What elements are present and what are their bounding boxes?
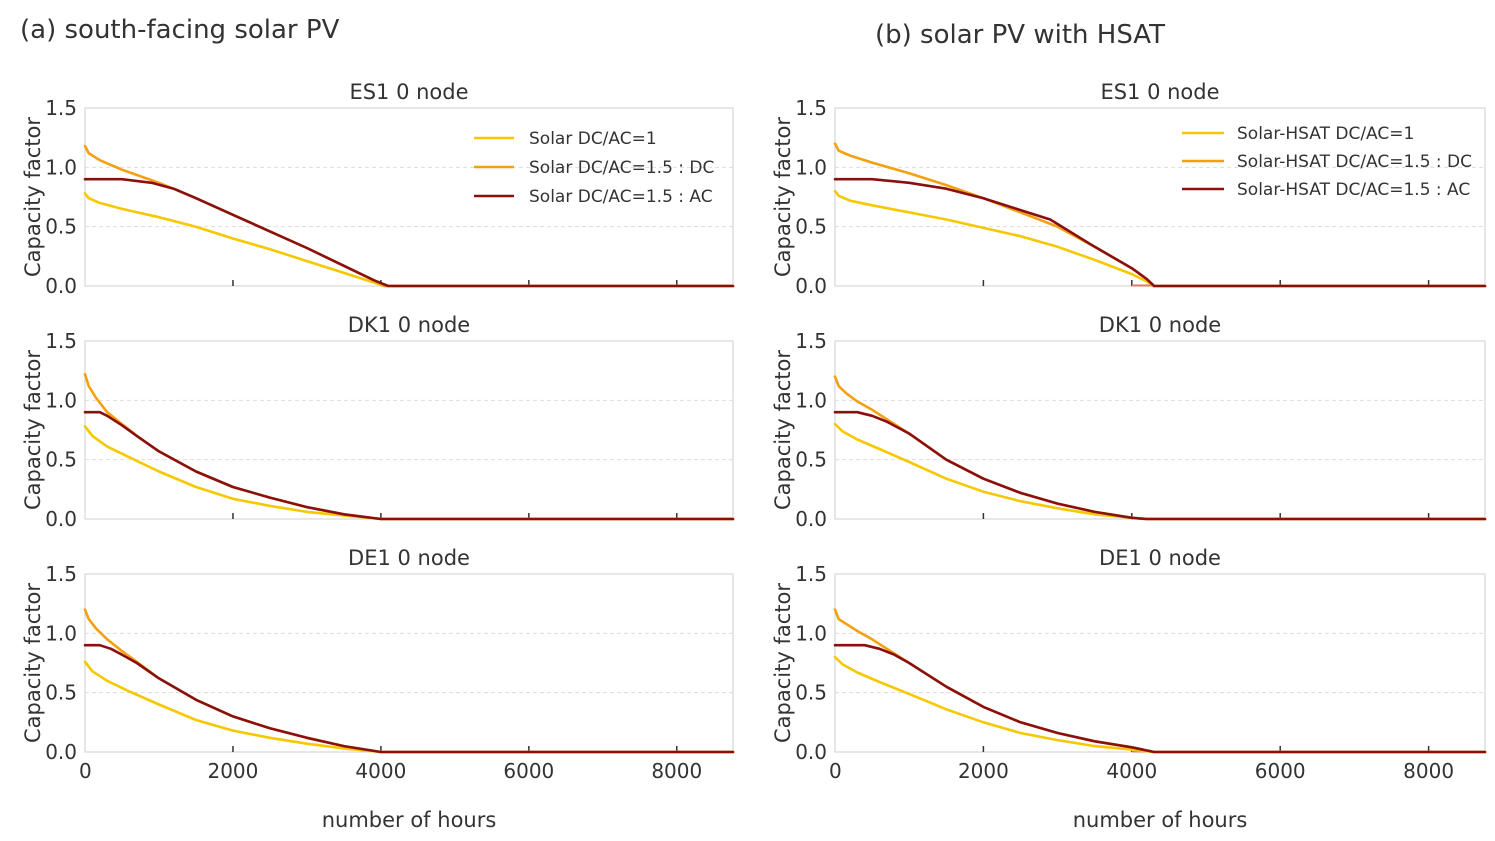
panel-a-legend-label: Solar DC/AC=1.5 : AC bbox=[529, 187, 713, 207]
panel-a-subplot-3-series-line-2 bbox=[83, 608, 735, 754]
panel-a-subplot-2-ytick-label: 1.0 bbox=[45, 388, 77, 412]
panel-a-subplot-2-series-line-2 bbox=[83, 372, 735, 521]
panel-a-subplot-3-xtick-label: 4000 bbox=[355, 759, 406, 783]
panel-b-subplot-2-series-line-3 bbox=[833, 410, 1487, 521]
panel-b-subplot-2-ytick-label: 0.5 bbox=[795, 448, 827, 472]
panel-b-subplot-3-ytick-label: 0.0 bbox=[795, 740, 827, 764]
panel-a-subplot-3: 0.0 0.5 1.0 1.5 0 2000 4000 6000 8000 DE1 0 node C… bbox=[21, 546, 735, 783]
panel-a-subplot-1-ytick-label: 0.5 bbox=[45, 215, 77, 239]
panel-b-subplot-3-series-line-3 bbox=[833, 643, 1487, 754]
panel-a-xlabel: number of hours bbox=[322, 808, 497, 832]
panel-a-subplot-1: 0.0 0.5 1.0 1.5 ES1 0 node Capacity factor bbox=[21, 80, 735, 298]
panel-b-subplot-3-ytick-label: 0.5 bbox=[795, 681, 827, 705]
panel-b-subplot-3-ylabel: Capacity factor bbox=[771, 583, 795, 743]
panel-b-subplot-2-ytick-label: 1.0 bbox=[795, 388, 827, 412]
panel-a-legend-label: Solar DC/AC=1 bbox=[529, 129, 657, 149]
panel-a-subplot-1-ytick-label: 0.0 bbox=[45, 274, 77, 298]
panel-a-subplot-2-ylabel: Capacity factor bbox=[21, 350, 45, 510]
panel-b-subplot-2: 0.0 0.5 1.0 1.5 DK1 0 node Capacity factor bbox=[771, 313, 1487, 531]
panel-b-legend-label: Solar-HSAT DC/AC=1.5 : AC bbox=[1237, 180, 1470, 200]
panel-b-subplot-2-frame bbox=[834, 340, 1486, 520]
panel-b-subplot-1-ytick-label: 1.5 bbox=[795, 96, 827, 120]
panel-b-subplot-1-series-line-3 bbox=[833, 177, 1487, 288]
panel-a-subplot-3-xtick-label: 2000 bbox=[207, 759, 258, 783]
panel-a-subplot-3-frame bbox=[84, 573, 734, 753]
panel-b-subplot-3-ytick-label: 1.0 bbox=[795, 621, 827, 645]
panel-b-subplot-3-xtick-label: 2000 bbox=[958, 759, 1009, 783]
panel-a-subplot-3-ylabel: Capacity factor bbox=[21, 583, 45, 743]
panel-a-subplot-1-series-line-3 bbox=[83, 177, 735, 288]
panel-b-subplot-3-xtick-label: 6000 bbox=[1255, 759, 1306, 783]
panel-b-subplot-1-ytick-label: 1.0 bbox=[795, 155, 827, 179]
panel-a-subplot-1-ytick-label: 1.5 bbox=[45, 96, 77, 120]
panel-b-subplot-1-ytick-label: 0.5 bbox=[795, 215, 827, 239]
panel-b-subplot-3-title: DE1 0 node bbox=[1099, 546, 1221, 570]
panel-a-subplot-2-title: DK1 0 node bbox=[348, 313, 470, 337]
panel-b-subplot-3-series-line-1 bbox=[833, 655, 1487, 754]
panel-b-subplot-3-frame bbox=[834, 573, 1486, 753]
panel-a-subplot-2: 0.0 0.5 1.0 1.5 DK1 0 node Capacity factor bbox=[21, 313, 735, 531]
panel-b-subplot-2-ylabel: Capacity factor bbox=[771, 350, 795, 510]
panel-b-subplot-2-series-line-2 bbox=[833, 375, 1487, 521]
panel-a-subplot-3-xtick-label: 8000 bbox=[651, 759, 702, 783]
panel-b-legend-label: Solar-HSAT DC/AC=1 bbox=[1237, 124, 1414, 144]
panel-a-subplot-3-ytick-label: 0.0 bbox=[45, 740, 77, 764]
panel-b-subplot-2-ytick-label: 0.0 bbox=[795, 507, 827, 531]
panel-a-subplot-3-xtick-label: 6000 bbox=[503, 759, 554, 783]
panel-a-subplot-2-series-line-3 bbox=[83, 410, 735, 521]
panel-a-subplot-3-title: DE1 0 node bbox=[348, 546, 470, 570]
panel-a-subplot-2-frame bbox=[84, 340, 734, 520]
panel-b-subplot-2-ytick-label: 1.5 bbox=[795, 329, 827, 353]
panel-b-subplot-3-xtick-label: 4000 bbox=[1106, 759, 1157, 783]
panel-a-subplot-3-ytick-label: 1.5 bbox=[45, 562, 77, 586]
panel-b-subplot-1-ylabel: Capacity factor bbox=[771, 117, 795, 277]
panel-b-subplot-3-xtick-label: 8000 bbox=[1403, 759, 1454, 783]
panel-a-subplot-3-series-line-3 bbox=[83, 643, 735, 754]
panel-b-subplot-3-ytick-label: 1.5 bbox=[795, 562, 827, 586]
panel-b-subplot-1-series-line-1 bbox=[833, 189, 1487, 288]
panel-b-xlabel: number of hours bbox=[1073, 808, 1248, 832]
panel-b-subplot-2-title: DK1 0 node bbox=[1099, 313, 1221, 337]
panel-a-subplot-3-series-line-1 bbox=[83, 660, 735, 754]
panel-b-legend-label: Solar-HSAT DC/AC=1.5 : DC bbox=[1237, 152, 1472, 172]
panel-b-subplot-3-series-line-2 bbox=[833, 608, 1487, 754]
panel-b-subplot-3: 0.0 0.5 1.0 1.5 0 2000 4000 6000 8000 DE1 0 node C… bbox=[771, 546, 1487, 783]
panel-a-subplot-1-series-line-1 bbox=[83, 192, 735, 288]
panel-a-subplot-3-ytick-label: 1.0 bbox=[45, 621, 77, 645]
panel-a-subplot-1-ylabel: Capacity factor bbox=[21, 117, 45, 277]
panel-b-subplot-1-title: ES1 0 node bbox=[1100, 80, 1219, 104]
panel-b-subplot-3-xtick-label: 0 bbox=[829, 759, 842, 783]
panel-a-subplot-2-ytick-label: 1.5 bbox=[45, 329, 77, 353]
panel-b-subplot-1: 0.0 0.5 1.0 1.5 ES1 0 node Capacity factor bbox=[771, 80, 1487, 298]
panel-b-subplot-1-ytick-label: 0.0 bbox=[795, 274, 827, 298]
panel-a-subplot-3-ytick-label: 0.5 bbox=[45, 681, 77, 705]
panel-a-subplot-1-ytick-label: 1.0 bbox=[45, 155, 77, 179]
panel-a-subplot-3-xtick-label: 0 bbox=[79, 759, 92, 783]
panel-a-heading: (a) south-facing solar PV bbox=[20, 15, 340, 45]
panel-a-subplot-2-ytick-label: 0.0 bbox=[45, 507, 77, 531]
panel-a-legend-label: Solar DC/AC=1.5 : DC bbox=[529, 158, 714, 178]
panel-a-subplot-1-title: ES1 0 node bbox=[349, 80, 468, 104]
panel-b-heading: (b) solar PV with HSAT bbox=[875, 20, 1165, 50]
panel-a-subplot-2-ytick-label: 0.5 bbox=[45, 448, 77, 472]
panel-b-subplot-2-series-line-1 bbox=[833, 422, 1487, 521]
panel-a-subplot-2-series-line-1 bbox=[83, 425, 735, 521]
